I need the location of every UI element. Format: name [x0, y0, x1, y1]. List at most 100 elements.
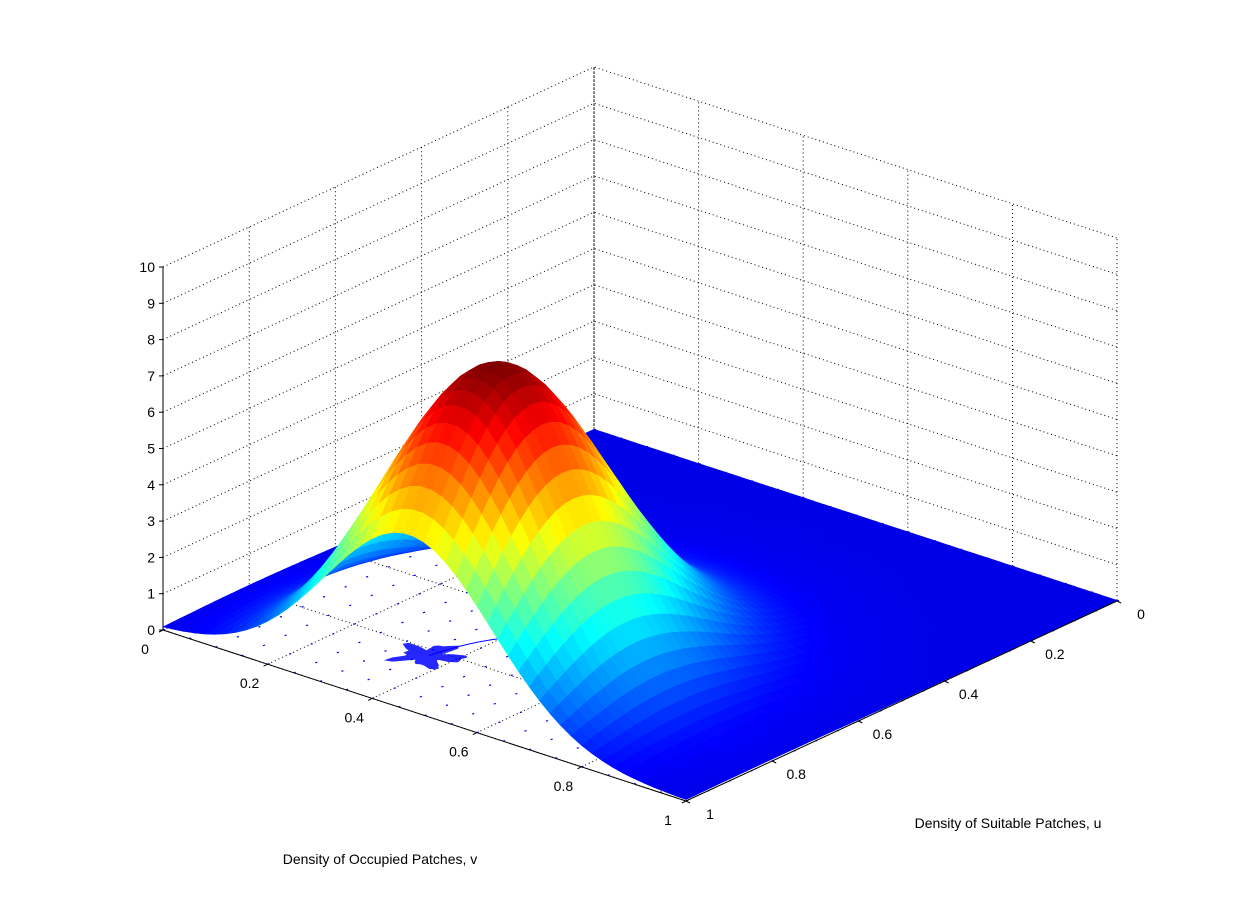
u-tick-label: 1: [706, 806, 714, 822]
quiver-arrow: [493, 702, 496, 705]
grid-line: [162, 211, 1118, 413]
quiver-arrow: [427, 630, 430, 632]
z-tick-label: 2: [147, 549, 155, 565]
quiver-arrow: [258, 625, 261, 628]
quiver-arrow: [488, 684, 492, 687]
u-tick-label: 0.4: [959, 686, 979, 702]
quiver-arrow: [524, 729, 527, 732]
quiver-arrow: [358, 641, 361, 644]
quiver-arrow: [384, 650, 387, 652]
quiver-arrow: [396, 603, 400, 605]
grid-line: [507, 107, 1031, 642]
quiver-arrow: [401, 621, 404, 624]
z-tick-label: 5: [147, 441, 155, 457]
quiver-arrow: [387, 565, 390, 568]
quiver-arrow: [392, 584, 395, 587]
z-tick-label: 9: [147, 295, 155, 311]
quiver-arrow: [415, 677, 418, 679]
v-axis-line: [162, 629, 687, 802]
quiver-arrow: [284, 634, 287, 637]
grid-line: [421, 147, 945, 682]
grid-line: [162, 102, 1118, 304]
v-tick-label: 0: [141, 641, 149, 657]
grid-line: [162, 66, 1118, 268]
quiver-arrow: [315, 661, 318, 664]
u-tick-mark: [944, 680, 949, 684]
quiver-arrow: [419, 695, 423, 698]
quiver-arrow: [422, 611, 426, 614]
grid-line: [593, 67, 1118, 602]
quiver-arrow: [510, 674, 513, 677]
v-tick-label: 0.8: [554, 778, 574, 794]
u-tick-mark: [1116, 600, 1122, 604]
v-tick-mark: [577, 766, 582, 770]
quiver-arrow: [362, 660, 366, 662]
u-tick-label: 0: [1137, 606, 1145, 622]
quiver-arrow: [375, 613, 378, 615]
z-tick-label: 7: [147, 368, 155, 384]
quiver-arrow: [444, 601, 447, 604]
quiver-arrow: [236, 635, 240, 638]
quiver-arrow: [365, 575, 369, 578]
quiver-arrow: [479, 647, 483, 649]
quiver-arrow: [462, 675, 466, 678]
quiver-arrow: [322, 595, 326, 598]
quiver-arrow: [367, 678, 370, 681]
quiver-arrow: [353, 623, 356, 625]
quiver-arrow: [379, 631, 383, 634]
quiver-arrow: [279, 615, 283, 618]
v-tick-label: 0.4: [344, 709, 364, 725]
z-tick-label: 3: [147, 513, 155, 529]
quiver-arrow: [388, 668, 392, 671]
v-tick-label: 0.6: [449, 744, 469, 760]
grid-line: [334, 187, 859, 722]
quiver-arrow: [301, 605, 304, 608]
quiver-arrow: [336, 651, 340, 654]
quiver-arrow: [445, 704, 449, 707]
quiver-arrow: [576, 747, 579, 749]
quiver-arrow: [435, 564, 438, 567]
u-axis-line: [685, 600, 1118, 802]
z-tick-label: 6: [147, 404, 155, 420]
quiver-arrow: [413, 574, 417, 577]
quiver-arrow: [505, 655, 509, 658]
quiver-arrow: [519, 711, 523, 714]
grid-line: [162, 247, 1118, 449]
z-tick-label: 4: [147, 477, 155, 493]
u-tick-mark: [771, 760, 777, 764]
quiver-arrow: [305, 624, 309, 627]
u-tick-mark: [685, 800, 691, 804]
quiver-arrow: [288, 653, 292, 655]
u-tick-label: 0.6: [873, 726, 893, 742]
quiver-arrow: [370, 594, 373, 597]
u-tick-label: 0.2: [1045, 646, 1065, 662]
quiver-arrow: [310, 643, 313, 645]
grid-line: [162, 175, 1118, 377]
quiver-arrow: [341, 670, 344, 672]
u-tick-mark: [1030, 640, 1036, 644]
quiver-arrow: [409, 555, 412, 558]
u-tick-mark: [858, 720, 863, 724]
v-tick-mark: [367, 697, 373, 701]
quiver-arrow: [436, 667, 440, 669]
quiver-arrow: [545, 719, 549, 722]
quiver-arrow: [441, 685, 444, 688]
quiver-arrow: [344, 585, 347, 588]
quiver-arrow: [405, 640, 409, 642]
quiver-arrow: [327, 614, 330, 617]
quiver-arrow: [332, 633, 335, 635]
z-tick-label: 0: [147, 622, 155, 638]
quiver-arrow: [484, 665, 487, 668]
grid-line: [162, 139, 1118, 341]
quiver-arrow: [498, 721, 501, 724]
v-tick-mark: [681, 800, 687, 804]
quiver-arrow: [515, 692, 518, 695]
z-tick-label: 10: [139, 259, 155, 275]
surface-patch: [674, 791, 696, 800]
quiver-arrow: [262, 644, 266, 647]
quiver-arrow: [439, 583, 443, 585]
quiver-arrow: [472, 712, 475, 715]
quiver-arrow: [418, 593, 421, 595]
